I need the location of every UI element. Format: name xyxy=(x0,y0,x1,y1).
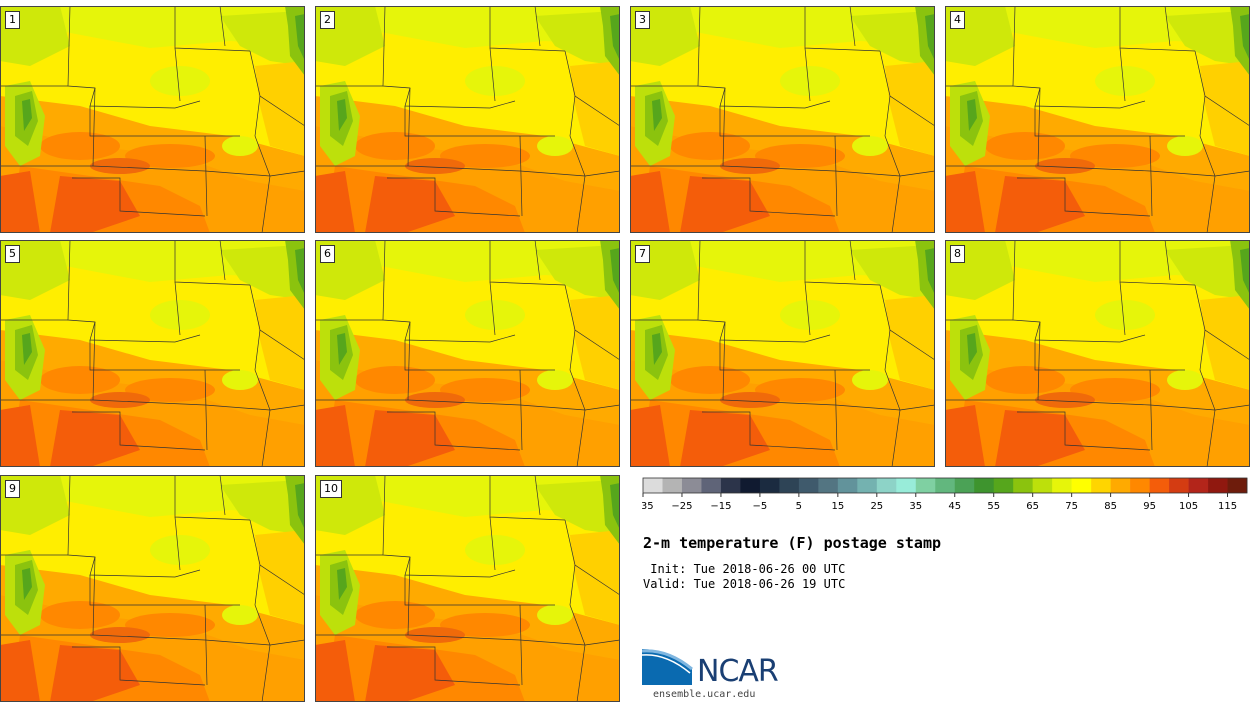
member-map-4: 4 xyxy=(945,6,1250,233)
temperature-map xyxy=(315,240,620,467)
colorbar-swatch xyxy=(1227,478,1248,493)
colorbar-tick-label: 115 xyxy=(1218,501,1237,512)
colorbar-tick-label: 15 xyxy=(831,501,844,512)
ncar-logo-icon xyxy=(642,649,693,685)
logo-wordmark: NCAR xyxy=(697,654,779,689)
panel-number: 3 xyxy=(635,11,650,29)
colorbar-tick-label: 55 xyxy=(987,501,1000,512)
colorbar-swatch xyxy=(1071,478,1092,493)
colorbar-swatch xyxy=(720,478,741,493)
panel-number: 8 xyxy=(950,245,965,263)
temperature-map xyxy=(0,475,305,702)
colorbar-swatch xyxy=(974,478,995,493)
colorbar-swatch xyxy=(915,478,936,493)
temperature-colorbar: −35 −25 −15 −5 5 15 25 35 45 55 65 75 85 95 105 115 xyxy=(642,477,1248,512)
colorbar-tick-label: 45 xyxy=(948,501,961,512)
colorbar-tick-label: 5 xyxy=(796,501,802,512)
colorbar-swatch xyxy=(1091,478,1111,493)
colorbar-swatch xyxy=(837,478,858,493)
temperature-map xyxy=(315,6,620,233)
colorbar-tick-label: 95 xyxy=(1143,501,1156,512)
panel-number: 6 xyxy=(320,245,335,263)
colorbar-swatch xyxy=(1169,478,1189,493)
colorbar-swatch xyxy=(1013,478,1033,493)
panel-number: 10 xyxy=(320,480,342,498)
colorbar-swatch xyxy=(662,478,683,493)
member-map-1: 1 xyxy=(0,6,305,233)
member-map-10: 10 xyxy=(315,475,620,702)
colorbar-swatch xyxy=(643,478,663,493)
colorbar-swatch xyxy=(857,478,878,493)
temperature-map xyxy=(0,6,305,233)
member-map-6: 6 xyxy=(315,240,620,467)
panel-number: 4 xyxy=(950,11,965,29)
colorbar-swatch xyxy=(1149,478,1170,493)
colorbar-swatch xyxy=(1052,478,1072,493)
colorbar-tick-label: −35 xyxy=(642,501,654,512)
colorbar-swatch xyxy=(1130,478,1150,493)
panel-number: 7 xyxy=(635,245,650,263)
colorbar-swatch xyxy=(876,478,897,493)
logo-url: ensemble.ucar.edu xyxy=(653,689,756,700)
colorbar-tick-label: 85 xyxy=(1104,501,1117,512)
colorbar-swatch xyxy=(954,478,975,493)
member-map-5: 5 xyxy=(0,240,305,467)
colorbar-swatch xyxy=(818,478,839,493)
colorbar-tick-label: −15 xyxy=(710,501,731,512)
temperature-map xyxy=(945,240,1250,467)
colorbar-swatch xyxy=(779,478,800,493)
colorbar-swatch xyxy=(701,478,722,493)
member-map-8: 8 xyxy=(945,240,1250,467)
valid-time: Valid: Tue 2018-06-26 19 UTC xyxy=(643,577,846,591)
temperature-map xyxy=(945,6,1250,233)
temperature-map xyxy=(0,240,305,467)
temperature-map xyxy=(315,475,620,702)
colorbar-swatch xyxy=(935,478,956,493)
temperature-map xyxy=(630,240,935,467)
colorbar-swatch xyxy=(681,478,702,493)
colorbar-frame xyxy=(642,477,1248,494)
member-map-2: 2 xyxy=(315,6,620,233)
colorbar-tick-label: −5 xyxy=(753,501,768,512)
member-map-9: 9 xyxy=(0,475,305,702)
panel-number: 5 xyxy=(5,245,20,263)
colorbar-swatch xyxy=(993,478,1014,493)
map-title: 2-m temperature (F) postage stamp xyxy=(643,534,942,552)
forecast-times: Init: Tue 2018-06-26 00 UTC Valid: Tue 20… xyxy=(643,562,845,592)
colorbar-swatch xyxy=(798,478,819,493)
colorbar-swatch xyxy=(759,478,780,493)
colorbar-swatch xyxy=(1208,478,1228,493)
colorbar-swatch xyxy=(740,478,761,493)
colorbar-swatch xyxy=(1032,478,1053,493)
panel-number: 2 xyxy=(320,11,335,29)
temperature-map xyxy=(630,6,935,233)
colorbar-tick-label: −25 xyxy=(671,501,692,512)
colorbar-swatch xyxy=(1188,478,1209,493)
colorbar-tick-label: 105 xyxy=(1179,501,1198,512)
member-map-7: 7 xyxy=(630,240,935,467)
colorbar-tick-label: 25 xyxy=(870,501,883,512)
colorbar-swatch xyxy=(1110,478,1131,493)
colorbar-tick-label: 65 xyxy=(1026,501,1039,512)
colorbar-tick-label: 35 xyxy=(909,501,922,512)
colorbar-swatch xyxy=(896,478,917,493)
member-map-3: 3 xyxy=(630,6,935,233)
colorbar-tick-label: 75 xyxy=(1065,501,1078,512)
init-time: Init: Tue 2018-06-26 00 UTC xyxy=(643,562,846,576)
panel-number: 1 xyxy=(5,11,20,29)
panel-number: 9 xyxy=(5,480,20,498)
